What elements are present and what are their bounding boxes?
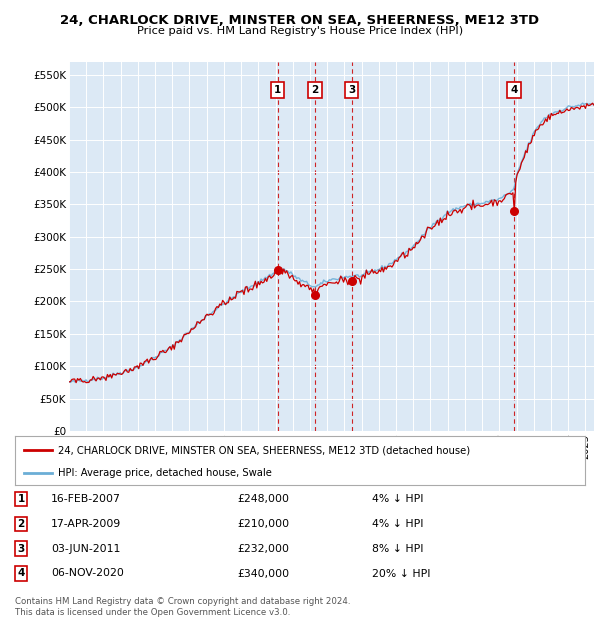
- Text: 17-APR-2009: 17-APR-2009: [51, 519, 121, 529]
- Text: 8% ↓ HPI: 8% ↓ HPI: [372, 544, 424, 554]
- Text: 2: 2: [17, 519, 25, 529]
- Text: £210,000: £210,000: [237, 519, 289, 529]
- Text: HPI: Average price, detached house, Swale: HPI: Average price, detached house, Swal…: [58, 467, 272, 478]
- Text: 4: 4: [17, 569, 25, 578]
- Text: 1: 1: [274, 85, 281, 95]
- Text: 06-NOV-2020: 06-NOV-2020: [51, 569, 124, 578]
- Text: £248,000: £248,000: [237, 494, 289, 504]
- Text: 3: 3: [17, 544, 25, 554]
- Text: Contains HM Land Registry data © Crown copyright and database right 2024.
This d: Contains HM Land Registry data © Crown c…: [15, 598, 350, 617]
- Text: £232,000: £232,000: [237, 544, 289, 554]
- Text: 24, CHARLOCK DRIVE, MINSTER ON SEA, SHEERNESS, ME12 3TD (detached house): 24, CHARLOCK DRIVE, MINSTER ON SEA, SHEE…: [58, 445, 470, 455]
- Text: 3: 3: [348, 85, 355, 95]
- Text: 16-FEB-2007: 16-FEB-2007: [51, 494, 121, 504]
- Text: 24, CHARLOCK DRIVE, MINSTER ON SEA, SHEERNESS, ME12 3TD: 24, CHARLOCK DRIVE, MINSTER ON SEA, SHEE…: [61, 14, 539, 27]
- Text: 2: 2: [311, 85, 319, 95]
- Text: 1: 1: [17, 494, 25, 504]
- Text: 4% ↓ HPI: 4% ↓ HPI: [372, 519, 424, 529]
- Text: Price paid vs. HM Land Registry's House Price Index (HPI): Price paid vs. HM Land Registry's House …: [137, 26, 463, 36]
- Text: £340,000: £340,000: [237, 569, 289, 578]
- Text: 20% ↓ HPI: 20% ↓ HPI: [372, 569, 431, 578]
- Text: 03-JUN-2011: 03-JUN-2011: [51, 544, 121, 554]
- Text: 4: 4: [510, 85, 518, 95]
- Text: 4% ↓ HPI: 4% ↓ HPI: [372, 494, 424, 504]
